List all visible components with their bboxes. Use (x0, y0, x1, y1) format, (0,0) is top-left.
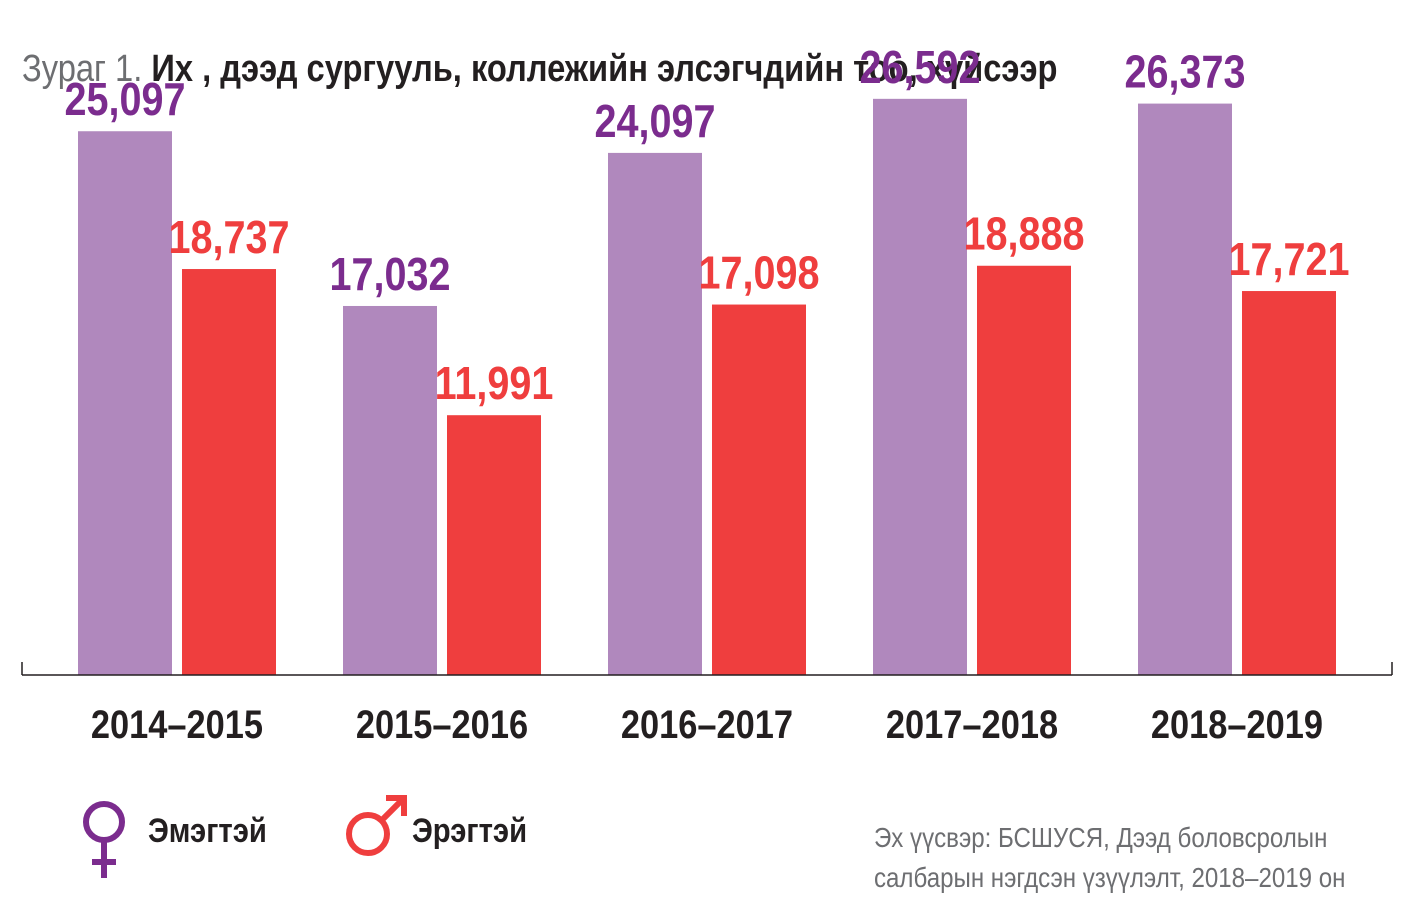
bar-female (78, 131, 172, 675)
data-label-female: 25,097 (65, 74, 186, 125)
data-label-male: 17,098 (699, 248, 820, 299)
data-label-male: 18,737 (169, 212, 290, 263)
source-note: Эх үүсвэр: БСШУСЯ, Дээд боловсролын салб… (874, 818, 1345, 898)
chart-title-text: Их , дээд сургууль, коллежийн элсэгчдийн… (151, 48, 1058, 90)
bar-female (1138, 103, 1232, 675)
chart-title: Зураг 1. Их , дээд сургууль, коллежийн э… (22, 44, 1057, 94)
bar-male (1242, 291, 1336, 675)
x-tick-label: 2018–2019 (1151, 702, 1323, 747)
male-symbol-icon (346, 795, 407, 856)
data-label-male: 17,721 (1229, 234, 1350, 285)
bar-male (447, 415, 541, 675)
data-label-female: 24,097 (595, 96, 716, 147)
x-tick-label: 2017–2018 (886, 702, 1058, 747)
source-line-1: Эх үүсвэр: БСШУСЯ, Дээд боловсролын (874, 822, 1328, 853)
bar-male (977, 265, 1071, 675)
data-label-female: 17,032 (330, 249, 451, 300)
female-symbol-icon (83, 801, 125, 878)
legend-item-male: Эрэгтэй (342, 790, 562, 880)
legend-label-male: Эрэгтэй (412, 812, 528, 850)
x-tick-label: 2016–2017 (621, 702, 793, 747)
legend-label-female: Эмэгтэй (148, 812, 267, 850)
bar-female (873, 98, 967, 676)
legend-item-female: Эмэгтэй (78, 790, 298, 880)
source-line-2: салбарын нэгдсэн үзүүлэлт, 2018–2019 он (874, 862, 1346, 893)
bar-chart: 25,097 18,737 2014–2015 17,032 11,991 2015–20… (21, 42, 1393, 747)
data-label-female: 26,373 (1125, 47, 1246, 98)
bar-female (608, 152, 702, 676)
figure-number: Зураг 1. (22, 48, 143, 90)
bar-male (182, 269, 276, 675)
x-tick-label: 2014–2015 (91, 702, 263, 747)
data-label-male: 18,888 (964, 209, 1085, 260)
bar-female (343, 305, 437, 675)
x-tick-label: 2015–2016 (356, 702, 528, 747)
data-label-female: 26,592 (860, 42, 981, 93)
bar-male (712, 304, 806, 675)
data-label-male: 11,991 (435, 358, 554, 409)
